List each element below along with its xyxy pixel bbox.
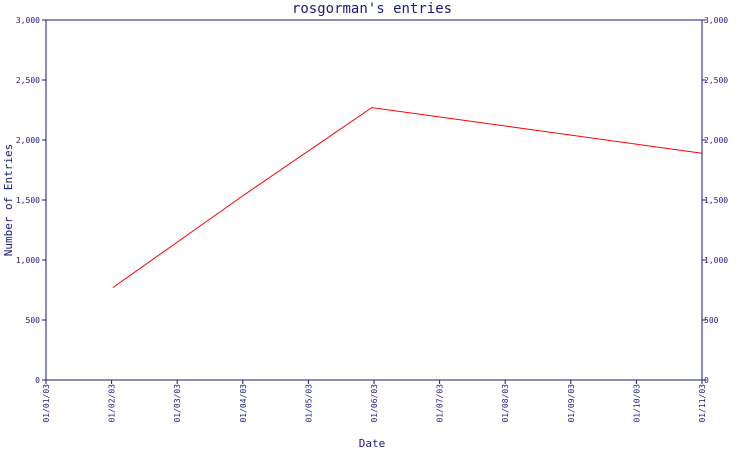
x-tick-label: 01/01/03	[42, 384, 51, 423]
y-tick-label-right: 0	[704, 376, 709, 385]
x-axis-label: Date	[359, 437, 386, 450]
x-tick-label: 01/07/03	[436, 384, 445, 423]
y-axis-label: Number of Entries	[2, 144, 15, 257]
y-tick-label-left: 500	[26, 316, 41, 325]
x-tick-label: 01/09/03	[567, 384, 576, 423]
chart-title: rosgorman's entries	[292, 1, 452, 17]
x-tick-label: 01/02/03	[108, 384, 117, 423]
x-tick-label: 01/06/03	[370, 384, 379, 423]
series-group	[112, 107, 703, 289]
y-tick-label-left: 0	[35, 376, 40, 385]
plot-frame	[45, 19, 703, 381]
y-tick-label-right: 1,000	[704, 256, 728, 265]
x-tick-label: 01/11/03	[698, 384, 707, 423]
y-axis-right: 0 500 1,000 1,500 2,000 2,500 3,000	[702, 16, 728, 385]
x-axis: 01/01/03 01/02/03 01/03/03 01/04/03 01/05/03…	[42, 380, 707, 423]
y-tick-label-left: 2,500	[16, 76, 40, 85]
y-tick-label-right: 1,500	[704, 196, 728, 205]
y-tick-label-left: 1,500	[16, 196, 40, 205]
series-line	[112, 107, 703, 289]
x-tick-label: 01/10/03	[632, 384, 641, 423]
x-tick-label: 01/05/03	[304, 384, 313, 423]
y-tick-label-right: 2,500	[704, 76, 728, 85]
y-tick-label-left: 3,000	[16, 16, 40, 25]
y-tick-label-left: 2,000	[16, 136, 40, 145]
x-tick-label: 01/08/03	[501, 384, 510, 423]
x-tick-label: 01/04/03	[239, 384, 248, 423]
x-tick-label: 01/03/03	[173, 384, 182, 423]
y-tick-label-left: 1,000	[16, 256, 40, 265]
y-axis-left: 0 500 1,000 1,500 2,000 2,500 3,000	[16, 16, 46, 385]
y-tick-label-right: 2,000	[704, 136, 728, 145]
y-tick-label-right: 500	[704, 316, 719, 325]
y-tick-label-right: 3,000	[704, 16, 728, 25]
